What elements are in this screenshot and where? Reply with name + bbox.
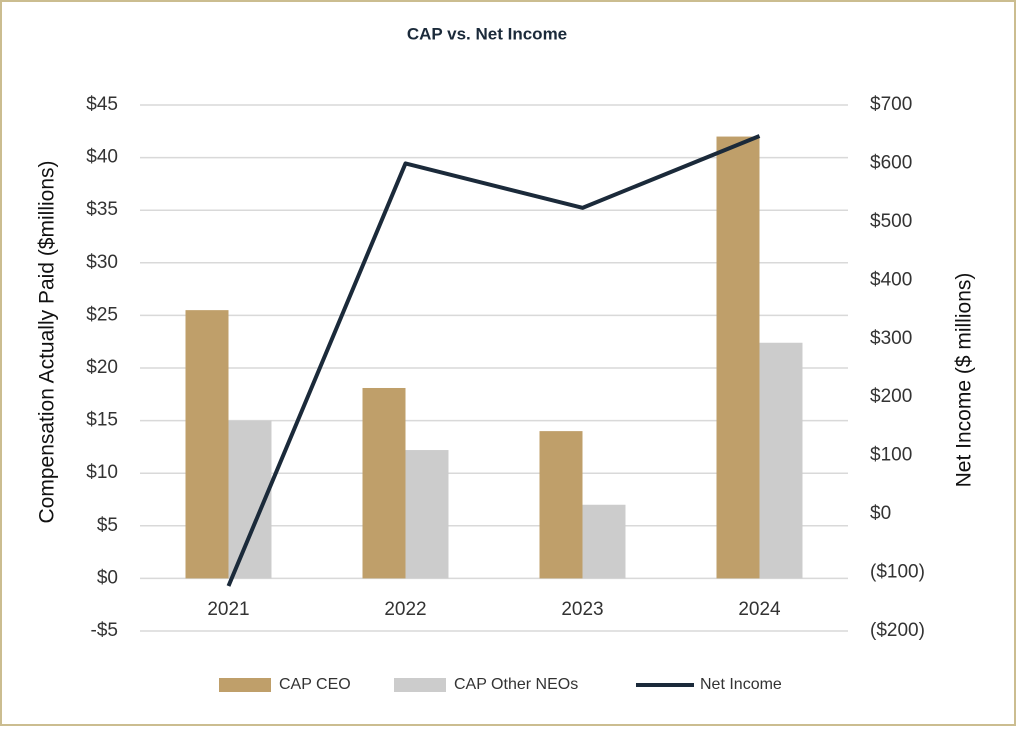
y-tick-label: -$5 (91, 620, 118, 641)
y-tick-label: $35 (86, 199, 118, 220)
legend-swatch (394, 678, 446, 692)
x-tick-label: 2023 (561, 599, 603, 620)
line (226, 134, 761, 587)
legend-label: CAP CEO (279, 676, 351, 693)
y-tick-label: $20 (86, 357, 118, 378)
y-tick-label: $10 (86, 462, 118, 483)
y-tick-label: $0 (97, 567, 118, 588)
x-tick-label: 2021 (207, 599, 249, 620)
y2-tick-label: $300 (870, 328, 912, 349)
y2-tick-label: ($100) (870, 562, 925, 583)
legend-label: Net Income (700, 676, 782, 693)
y-tick-label: $40 (86, 147, 118, 168)
y2-tick-label: $0 (870, 503, 891, 524)
x-tick-label: 2022 (384, 599, 426, 620)
chart-title: CAP vs. Net Income (407, 24, 567, 43)
y-tick-label: $5 (97, 515, 118, 536)
y2-tick-label: $200 (870, 386, 912, 407)
legend-label: CAP Other NEOs (454, 676, 578, 693)
y-tick-label: $30 (86, 252, 118, 273)
y2-axis-title: Net Income ($ millions) (953, 273, 976, 488)
y2-tick-label: $700 (870, 94, 912, 115)
bar (759, 342, 803, 579)
y2-tick-label: $500 (870, 211, 912, 232)
bar (716, 136, 760, 579)
y2-tick-label: ($200) (870, 620, 925, 641)
y-tick-label: $15 (86, 410, 118, 431)
y2-tick-label: $400 (870, 269, 912, 290)
bar (539, 431, 583, 579)
bar (185, 310, 229, 579)
x-tick-label: 2024 (738, 599, 781, 620)
bar (582, 504, 626, 579)
y-tick-label: $45 (86, 94, 118, 115)
legend-swatch (219, 678, 271, 692)
y-axis-title: Compensation Actually Paid ($millions) (36, 161, 59, 524)
bar (405, 450, 449, 579)
bar (362, 387, 406, 579)
y2-tick-label: $600 (870, 152, 912, 173)
y-tick-label: $25 (86, 304, 118, 325)
y2-tick-label: $100 (870, 445, 912, 466)
